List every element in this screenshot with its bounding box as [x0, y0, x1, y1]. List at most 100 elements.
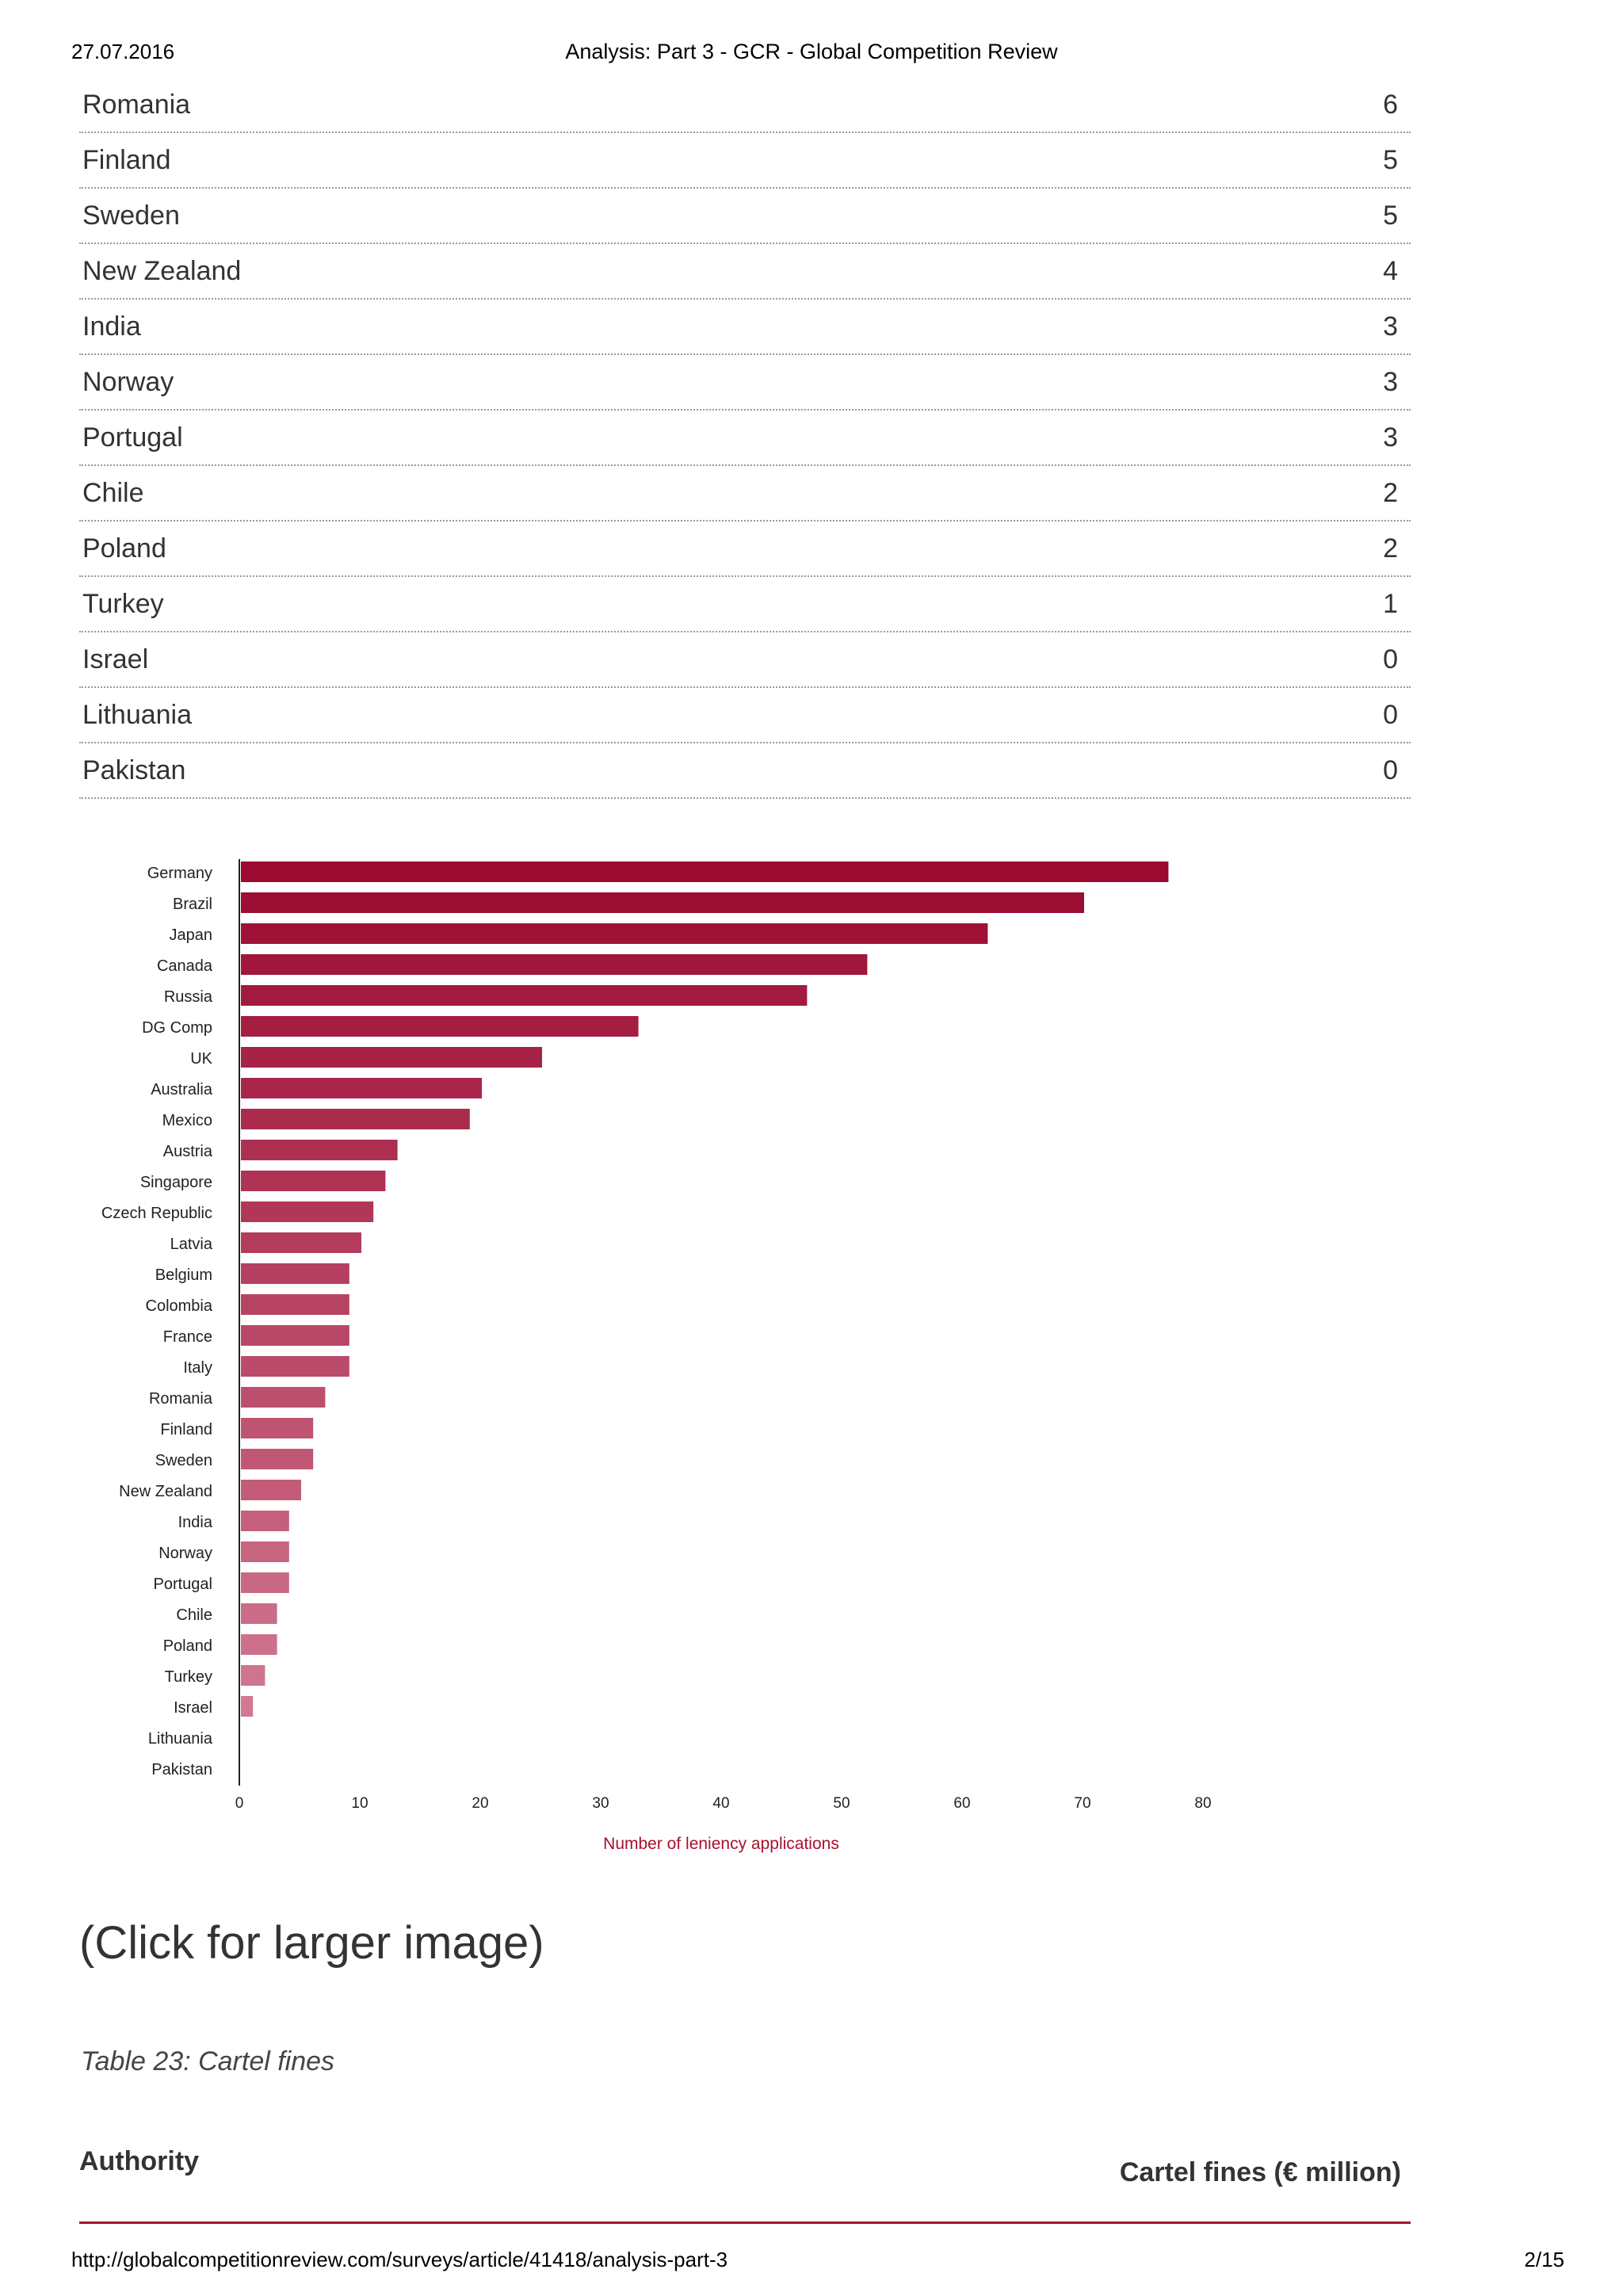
chart-x-tick-label: 20 [472, 1795, 488, 1812]
chart-category-label: Finland [160, 1421, 212, 1438]
table-row: Poland 2 [79, 521, 1411, 577]
column-header-cartel-fines: Cartel fines (€ million) [1119, 2157, 1401, 2187]
country-value: 3 [1383, 366, 1398, 397]
chart-category-label: New Zealand [119, 1483, 212, 1500]
chart-x-tick-label: 10 [351, 1795, 368, 1812]
print-url: http://globalcompetitionreview.com/surve… [71, 2248, 728, 2271]
chart-category-label: Germany [147, 865, 212, 882]
country-name: Turkey [82, 588, 164, 619]
chart-x-tick-label: 40 [712, 1795, 729, 1812]
chart-category-label: Canada [157, 957, 213, 975]
chart-bar [241, 985, 808, 1006]
country-value: 0 [1383, 644, 1398, 674]
chart-bar [241, 1201, 374, 1222]
table-row: Lithuania 0 [79, 688, 1411, 743]
chart-bar [241, 1511, 289, 1531]
table-caption: Table 23: Cartel fines [81, 2046, 335, 2076]
country-value: 6 [1383, 89, 1398, 120]
chart-category-label: Israel [174, 1699, 212, 1717]
chart-bar [241, 1109, 470, 1129]
chart-category-label: Pakistan [151, 1761, 212, 1778]
chart-category-label: Russia [164, 988, 213, 1006]
print-date: 27.07.2016 [71, 40, 175, 63]
country-name: Lithuania [82, 699, 193, 730]
country-value: 3 [1383, 422, 1398, 453]
table-row: Portugal 3 [79, 411, 1411, 466]
chart-bar [241, 1480, 301, 1500]
chart-bar [241, 1418, 314, 1438]
chart-category-label: France [163, 1328, 212, 1346]
country-value: 2 [1383, 477, 1398, 508]
chart-category-label: Czech Republic [101, 1205, 212, 1222]
chart-category-label: Turkey [165, 1668, 212, 1686]
country-value: 3 [1383, 311, 1398, 342]
column-header-authority: Authority [79, 2146, 200, 2176]
country-name: Romania [82, 89, 191, 120]
chart-bar [241, 1263, 349, 1284]
chart-bar [241, 1634, 277, 1655]
chart-category-label: UK [190, 1050, 212, 1068]
table-row: Sweden 5 [79, 189, 1411, 244]
click-for-larger-image-link[interactable]: (Click for larger image) [79, 1917, 544, 1969]
table-row: Chile 2 [79, 466, 1411, 521]
chart-category-label: Latvia [170, 1236, 213, 1253]
chart-bar [241, 1140, 398, 1160]
header-rule [79, 2222, 1411, 2224]
chart-category-label: Singapore [140, 1174, 212, 1191]
chart-category-label: Norway [158, 1545, 212, 1562]
chart-category-label: Brazil [173, 896, 212, 913]
chart-bar [241, 1696, 254, 1717]
chart-x-tick-label: 0 [235, 1795, 244, 1812]
chart-category-label: India [178, 1514, 213, 1531]
table-row: Romania 6 [79, 78, 1411, 133]
chart-bar [241, 1541, 289, 1562]
print-title: Analysis: Part 3 - GCR - Global Competit… [565, 40, 1058, 63]
chart-category-label: Belgium [155, 1266, 212, 1284]
chart-bar [241, 923, 988, 944]
chart-category-label: Romania [149, 1390, 213, 1408]
chart-x-tick-label: 50 [833, 1795, 850, 1812]
country-value: 4 [1383, 255, 1398, 286]
country-value: 5 [1383, 200, 1398, 231]
chart-bar [241, 1078, 482, 1098]
chart-bar [241, 1665, 265, 1686]
chart-category-label: Lithuania [148, 1730, 213, 1748]
country-name: Poland [82, 533, 166, 563]
chart-category-label: Australia [151, 1081, 213, 1098]
chart-bar [241, 954, 868, 975]
chart-bar [241, 861, 1169, 882]
chart-category-label: Poland [163, 1637, 212, 1655]
chart-category-label: Chile [176, 1606, 212, 1624]
chart-bar [241, 1232, 361, 1253]
chart-category-label: DG Comp [142, 1019, 212, 1037]
country-value: 5 [1383, 144, 1398, 175]
country-name: Finland [82, 144, 171, 175]
country-name: Norway [82, 366, 174, 397]
leniency-chart: Germany Brazil Japan Canada Russia DG Comp UK A… [101, 859, 1212, 1853]
chart-bar [241, 1325, 349, 1346]
country-value: 0 [1383, 699, 1398, 730]
leniency-table: Romania 6 Finland 5 Sweden 5 New Zealand 4 India… [79, 78, 1411, 799]
country-name: India [82, 311, 141, 342]
country-value: 1 [1383, 588, 1398, 619]
country-name: Chile [82, 477, 144, 508]
chart-bar [241, 1603, 277, 1624]
chart-bar [241, 1572, 289, 1593]
chart-bar [241, 1047, 542, 1068]
country-name: Israel [82, 644, 149, 674]
chart-category-label: Italy [183, 1359, 212, 1377]
table-row: Turkey 1 [79, 577, 1411, 632]
table-row: Norway 3 [79, 355, 1411, 411]
chart-x-tick-label: 80 [1194, 1795, 1211, 1812]
table-row: Pakistan 0 [79, 743, 1411, 799]
chart-bar [241, 1387, 326, 1408]
country-name: New Zealand [82, 255, 242, 286]
chart-bar [241, 892, 1084, 913]
chart-x-tick-label: 30 [592, 1795, 609, 1812]
page-number: 2/15 [1524, 2248, 1564, 2271]
chart-bar [241, 1016, 639, 1037]
chart-x-axis-label: Number of leniency applications [603, 1835, 839, 1853]
table-row: Israel 0 [79, 632, 1411, 688]
country-name: Portugal [82, 422, 183, 453]
table-row: India 3 [79, 300, 1411, 355]
